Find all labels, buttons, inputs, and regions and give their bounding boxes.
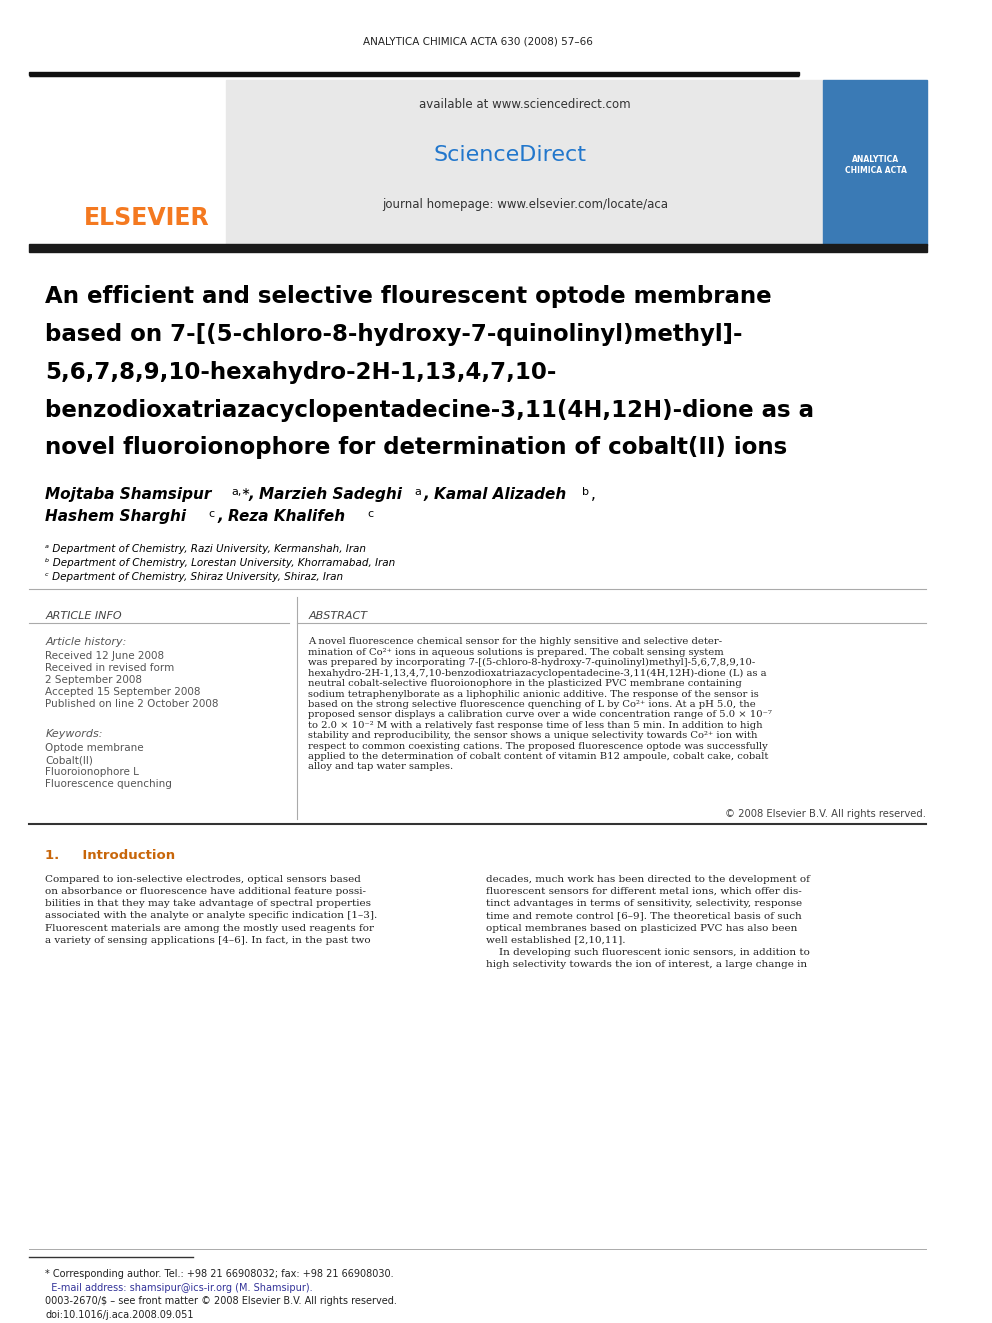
Bar [29, 71, 800, 75]
Text: c: c [367, 509, 373, 520]
Text: Article history:: Article history: [46, 638, 127, 647]
Text: c: c [208, 509, 214, 520]
Text: novel fluoroionophore for determination of cobalt(II) ions: novel fluoroionophore for determination … [46, 437, 788, 459]
Text: ANALYTICA CHIMICA ACTA 630 (2008) 57–66: ANALYTICA CHIMICA ACTA 630 (2008) 57–66 [363, 37, 592, 46]
Text: Fluorescence quenching: Fluorescence quenching [46, 779, 173, 789]
Text: available at www.sciencedirect.com: available at www.sciencedirect.com [419, 98, 631, 111]
Text: Fluoroionophore L: Fluoroionophore L [46, 767, 139, 777]
Text: Received 12 June 2008: Received 12 June 2008 [46, 651, 165, 662]
Text: Optode membrane: Optode membrane [46, 744, 144, 753]
Text: An efficient and selective flourescent optode membrane: An efficient and selective flourescent o… [46, 284, 772, 308]
Text: ARTICLE INFO: ARTICLE INFO [46, 611, 122, 622]
Text: 1.     Introduction: 1. Introduction [46, 849, 176, 863]
Text: a,∗: a,∗ [231, 487, 251, 497]
Text: Published on line 2 October 2008: Published on line 2 October 2008 [46, 699, 219, 709]
Text: Compared to ion-selective electrodes, optical sensors based
on absorbance or flu: Compared to ion-selective electrodes, op… [46, 875, 378, 945]
Text: based on 7-[(5-chloro-8-hydroxy-7-quinolinyl)methyl]-: based on 7-[(5-chloro-8-hydroxy-7-quinol… [46, 323, 743, 345]
Text: ScienceDirect: ScienceDirect [434, 144, 587, 165]
Text: ᵇ Department of Chemistry, Lorestan University, Khorramabad, Iran: ᵇ Department of Chemistry, Lorestan Univ… [46, 558, 396, 569]
Text: 2 September 2008: 2 September 2008 [46, 675, 142, 685]
Bar [29, 243, 928, 251]
Text: Hashem Sharghi: Hashem Sharghi [46, 509, 186, 524]
Text: Accepted 15 September 2008: Accepted 15 September 2008 [46, 687, 200, 697]
Text: Received in revised form: Received in revised form [46, 663, 175, 673]
Text: doi:10.1016/j.aca.2008.09.051: doi:10.1016/j.aca.2008.09.051 [46, 1311, 193, 1320]
Text: 0003-2670/$ – see front matter © 2008 Elsevier B.V. All rights reserved.: 0003-2670/$ – see front matter © 2008 El… [46, 1297, 397, 1307]
Text: benzodioxatriazacyclopentadecine-3,11(4H,12H)-dione as a: benzodioxatriazacyclopentadecine-3,11(4H… [46, 398, 814, 422]
Text: A novel fluorescence chemical sensor for the highly sensitive and selective dete: A novel fluorescence chemical sensor for… [309, 638, 772, 771]
Bar [823, 79, 928, 245]
Bar [226, 79, 823, 245]
Text: b: b [581, 487, 588, 497]
Text: , Reza Khalifeh: , Reza Khalifeh [217, 509, 346, 524]
Text: Mojtaba Shamsipur: Mojtaba Shamsipur [46, 487, 211, 503]
Text: journal homepage: www.elsevier.com/locate/aca: journal homepage: www.elsevier.com/locat… [382, 198, 668, 212]
Text: ᶜ Department of Chemistry, Shiraz University, Shiraz, Iran: ᶜ Department of Chemistry, Shiraz Univer… [46, 573, 343, 582]
Text: , Marzieh Sadeghi: , Marzieh Sadeghi [248, 487, 403, 503]
Text: , Kamal Alizadeh: , Kamal Alizadeh [424, 487, 567, 503]
Text: * Corresponding author. Tel.: +98 21 66908032; fax: +98 21 66908030.: * Corresponding author. Tel.: +98 21 669… [46, 1269, 394, 1278]
Text: © 2008 Elsevier B.V. All rights reserved.: © 2008 Elsevier B.V. All rights reserved… [725, 810, 927, 819]
Text: ,: , [591, 487, 596, 503]
Text: ᵃ Department of Chemistry, Razi University, Kermanshah, Iran: ᵃ Department of Chemistry, Razi Universi… [46, 544, 366, 554]
Text: ABSTRACT: ABSTRACT [309, 611, 367, 622]
Text: a: a [414, 487, 421, 497]
Text: Cobalt(II): Cobalt(II) [46, 755, 93, 765]
Text: E-mail address: shamsipur@ics-ir.org (M. Shamsipur).: E-mail address: shamsipur@ics-ir.org (M.… [46, 1282, 312, 1293]
Text: 5,6,7,8,9,10-hexahydro-2H-1,13,4,7,10-: 5,6,7,8,9,10-hexahydro-2H-1,13,4,7,10- [46, 361, 557, 384]
Text: Keywords:: Keywords: [46, 729, 103, 740]
Text: decades, much work has been directed to the development of
fluorescent sensors f: decades, much work has been directed to … [486, 875, 810, 968]
Text: ELSEVIER: ELSEVIER [83, 206, 209, 230]
Text: ANALYTICA
CHIMICA ACTA: ANALYTICA CHIMICA ACTA [844, 155, 907, 175]
